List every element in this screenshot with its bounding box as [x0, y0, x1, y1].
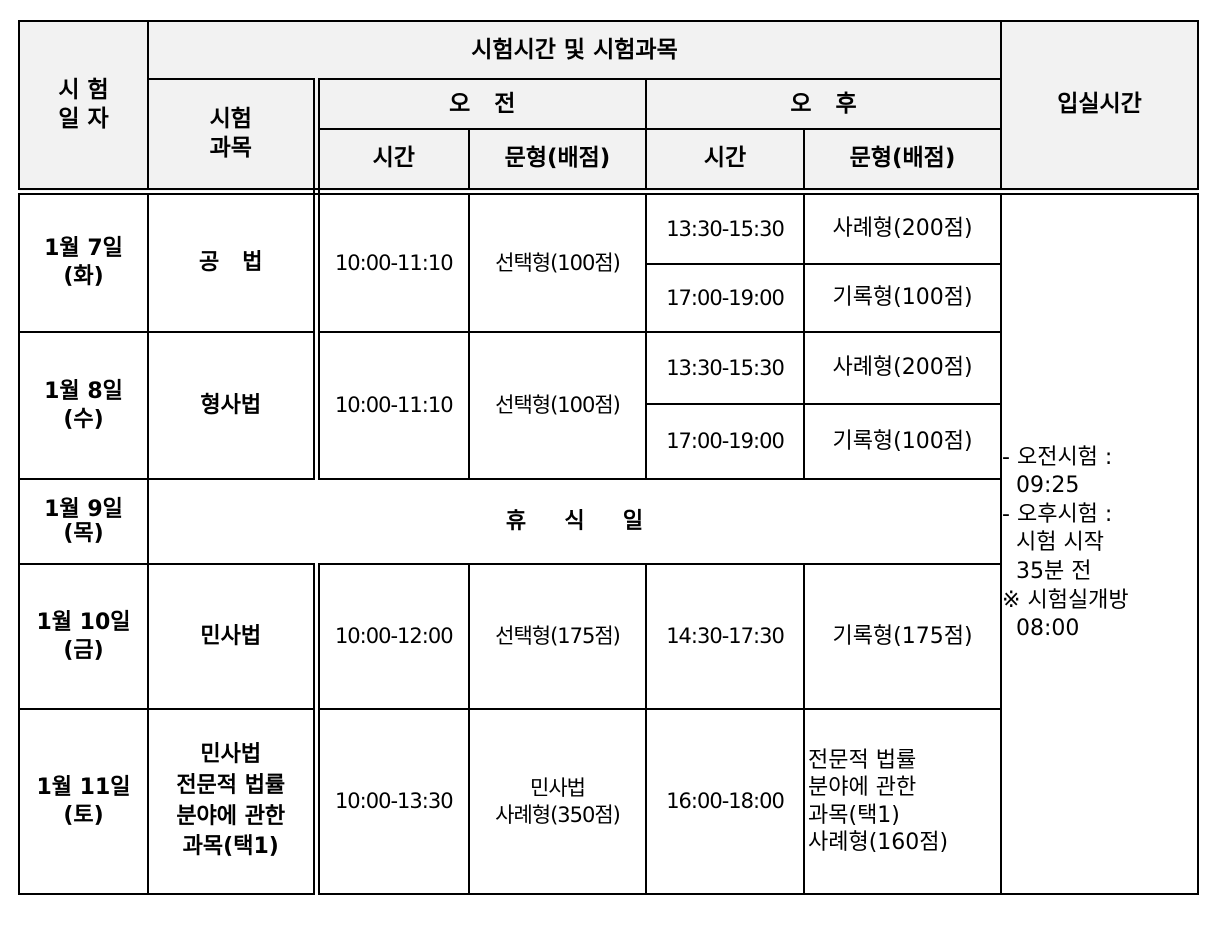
table-row: 1월 9일 (목) 휴 식 일	[18, 478, 1198, 565]
am-time: 10:00-11:10	[315, 190, 470, 333]
pm-type: 기록형(100점)	[802, 263, 1003, 333]
entry-note: 08:00	[1002, 616, 1080, 642]
header-am-type: 문형(배점)	[468, 128, 647, 195]
header-pm-type: 문형(배점)	[802, 128, 1003, 195]
pm-type: 사례형(200점)	[802, 331, 1003, 405]
am-type: 선택형(100점)	[468, 331, 647, 480]
pm-type: 기록형(100점)	[802, 403, 1003, 480]
am-type: 민사법 사례형(350점)	[468, 708, 647, 895]
table-row: 1월 10일 (금) 민사법 10:00-12:00 선택형(175점) 14:…	[18, 563, 1198, 710]
pm-type: 사례형(200점)	[802, 190, 1003, 265]
exam-date: 1월 9일 (목)	[18, 478, 149, 565]
entry-note: - 오전시험 :	[1002, 444, 1113, 470]
header-entry-time: 입실시간	[1000, 20, 1200, 195]
header-schedule-group: 시험시간 및 시험과목	[146, 20, 1003, 80]
pm-time: 17:00-19:00	[645, 403, 805, 480]
am-type: 선택형(175점)	[468, 563, 647, 710]
pm-type: 기록형(175점)	[802, 563, 1003, 710]
exam-date: 1월 11일 (토)	[18, 708, 149, 895]
header-pm-time: 시간	[645, 128, 805, 195]
am-type: 선택형(100점)	[468, 190, 647, 333]
pm-type: 전문적 법률 분야에 관한 과목(택1) 사례형(160점)	[802, 708, 1003, 895]
am-time: 10:00-13:30	[315, 708, 470, 895]
entry-note: - 오후시험 :	[1002, 501, 1113, 527]
exam-date: 1월 10일 (금)	[18, 563, 149, 710]
table-row: 1월 11일 (토) 민사법 전문적 법률 분야에 관한 과목(택1) 10:0…	[18, 708, 1198, 895]
entry-note: 35분 전	[1002, 559, 1092, 585]
pm-time: 13:30-15:30	[645, 331, 805, 405]
pm-time: 14:30-17:30	[645, 563, 805, 710]
exam-subject: 민사법	[147, 563, 320, 710]
pm-time: 13:30-15:30	[645, 190, 805, 265]
exam-schedule-table: 시 험 일 자 시험시간 및 시험과목 입실시간 시험 과목 오 전 오 후 시…	[18, 20, 1200, 895]
header-exam-date: 시 험 일 자	[18, 20, 149, 195]
header-am-time: 시간	[315, 128, 470, 195]
exam-date: 1월 8일 (수)	[18, 331, 149, 480]
entry-time-notes: - 오전시험 : 09:25 - 오후시험 : 시험 시작 35분 전 ※ 시험…	[1000, 190, 1200, 895]
rest-day: 휴 식 일	[146, 478, 1003, 565]
entry-note: 시험 시작	[1002, 530, 1104, 556]
entry-note: 09:25	[1002, 473, 1080, 499]
am-time: 10:00-11:10	[315, 331, 470, 480]
exam-subject: 민사법 전문적 법률 분야에 관한 과목(택1)	[147, 708, 320, 895]
entry-note: ※ 시험실개방	[1002, 587, 1129, 613]
table-row: 17:00-19:00 기록형(100점)	[19, 403, 1198, 480]
exam-subject: 공 법	[147, 190, 320, 333]
exam-date: 1월 7일 (화)	[18, 190, 149, 333]
header-afternoon: 오 후	[644, 78, 1003, 130]
header-morning: 오 전	[315, 78, 647, 130]
table-row: 17:00-19:00 기록형(100점)	[19, 263, 1198, 333]
am-time: 10:00-12:00	[315, 563, 470, 710]
header-subject: 시험 과목	[147, 78, 320, 195]
table-row: 1월 7일 (화) 공 법 10:00-11:10 선택형(100점) 13:3…	[18, 190, 1200, 895]
exam-subject: 형사법	[147, 331, 320, 480]
pm-time: 16:00-18:00	[645, 708, 805, 895]
table-row: 1월 8일 (수) 형사법 10:00-11:10 선택형(100점) 13:3…	[18, 331, 1198, 480]
pm-time: 17:00-19:00	[645, 263, 805, 333]
